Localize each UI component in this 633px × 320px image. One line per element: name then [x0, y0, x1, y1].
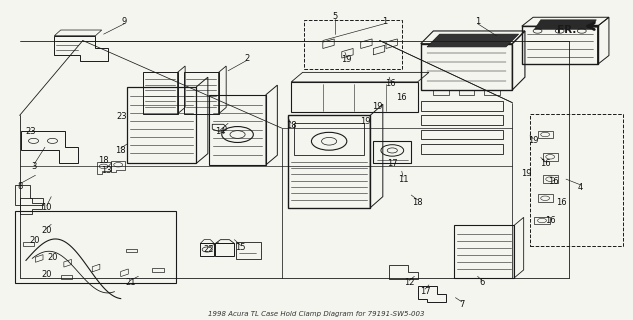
Text: 16: 16 — [396, 93, 407, 102]
Polygon shape — [534, 20, 596, 29]
Text: 19: 19 — [521, 169, 532, 178]
Bar — [288, 116, 370, 208]
Bar — [143, 72, 177, 114]
Text: 16: 16 — [540, 159, 551, 168]
Bar — [434, 90, 449, 95]
Text: 16: 16 — [556, 197, 567, 206]
Text: 22: 22 — [204, 245, 215, 254]
Text: 18: 18 — [115, 146, 126, 155]
Text: 21: 21 — [125, 278, 135, 287]
Bar — [127, 87, 196, 163]
Bar — [15, 211, 175, 283]
Text: 23: 23 — [116, 112, 127, 121]
Bar — [421, 101, 503, 111]
Bar — [215, 244, 234, 256]
Text: 18: 18 — [286, 121, 296, 130]
Text: 19: 19 — [528, 136, 539, 145]
Text: 23: 23 — [25, 127, 35, 136]
Bar — [459, 90, 474, 95]
Text: 20: 20 — [41, 270, 51, 279]
Bar — [153, 268, 164, 271]
Bar — [522, 26, 598, 64]
Bar — [294, 123, 364, 156]
Bar — [200, 244, 214, 256]
Bar — [421, 116, 503, 125]
Text: 18: 18 — [98, 156, 109, 164]
Bar — [373, 141, 411, 163]
Text: 4: 4 — [578, 183, 583, 192]
Bar — [530, 114, 624, 246]
Bar — [235, 242, 261, 260]
Text: 2: 2 — [244, 53, 249, 62]
Bar — [126, 249, 137, 252]
Text: 11: 11 — [398, 175, 408, 184]
Text: 6: 6 — [479, 278, 485, 287]
Text: 8: 8 — [17, 182, 22, 191]
Bar — [421, 130, 503, 139]
Text: 12: 12 — [404, 278, 415, 287]
Text: 3: 3 — [32, 162, 37, 171]
Text: 1: 1 — [382, 17, 387, 26]
Text: 19: 19 — [360, 117, 370, 126]
Text: 14: 14 — [215, 127, 226, 136]
Bar — [421, 144, 503, 154]
Text: 16: 16 — [545, 216, 556, 225]
Text: 18: 18 — [412, 197, 423, 206]
Text: 15: 15 — [235, 243, 246, 252]
Text: 7: 7 — [459, 300, 465, 308]
Bar — [209, 95, 266, 165]
Polygon shape — [427, 34, 518, 47]
Bar — [484, 90, 499, 95]
Text: 1: 1 — [475, 17, 480, 26]
Text: 20: 20 — [47, 253, 58, 262]
Text: 19: 19 — [342, 55, 352, 64]
Text: FR.: FR. — [556, 25, 576, 35]
Bar — [454, 225, 514, 278]
Text: 9: 9 — [122, 17, 127, 26]
Text: 16: 16 — [385, 79, 396, 88]
Text: 20: 20 — [29, 236, 39, 245]
Bar — [304, 20, 402, 69]
Bar — [61, 275, 72, 278]
Bar — [23, 242, 34, 246]
Text: 13: 13 — [101, 166, 112, 175]
Text: 20: 20 — [41, 226, 51, 235]
Text: 19: 19 — [372, 102, 383, 111]
Text: 10: 10 — [42, 203, 52, 212]
Text: 17: 17 — [387, 159, 398, 168]
Bar — [184, 72, 218, 114]
Text: 17: 17 — [420, 287, 430, 296]
Text: 5: 5 — [333, 12, 338, 21]
Text: 1998 Acura TL Case Hold Clamp Diagram for 79191-SW5-003: 1998 Acura TL Case Hold Clamp Diagram fo… — [208, 311, 425, 317]
Bar — [421, 44, 512, 90]
Text: 16: 16 — [548, 177, 559, 186]
Bar — [291, 82, 418, 112]
